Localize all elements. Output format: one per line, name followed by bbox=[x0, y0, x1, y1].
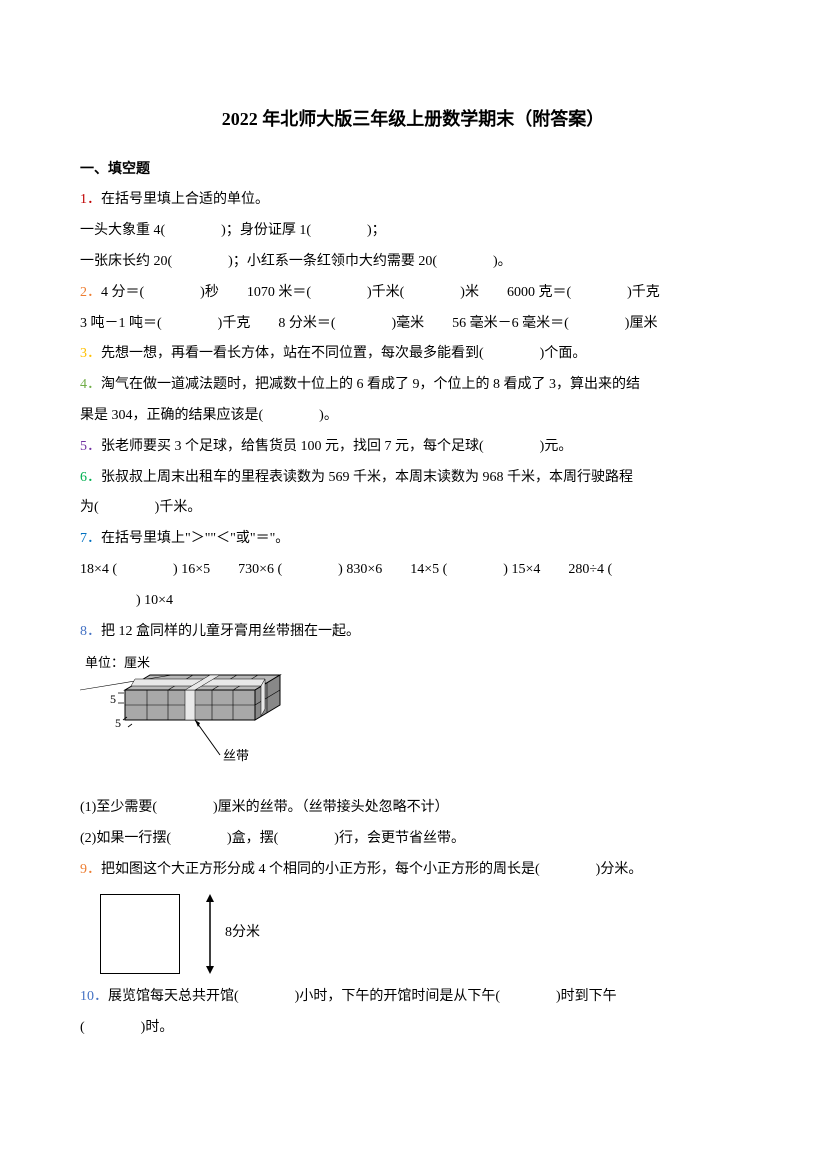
q8-sub2: (2)如果一行摆( )盒，摆( )行，会更节省丝带。 bbox=[80, 824, 746, 855]
question-2: 2．4 分＝( )秒 1070 米＝( )千米( )米 6000 克＝( )千克 bbox=[80, 278, 746, 309]
q10-number: 10． bbox=[80, 989, 108, 1004]
q8-sub1: (1)至少需要( )厘米的丝带。（丝带接头处忽略不计） bbox=[80, 793, 746, 824]
q10-text: 展览馆每天总共开馆( )小时，下午的开馆时间是从下午( )时到下午 bbox=[108, 989, 617, 1004]
q6-line2: 为( )千米。 bbox=[80, 493, 746, 524]
box-diagram: 单位：厘米 5 5 丝带 bbox=[80, 655, 746, 785]
q10-line2: ( )时。 bbox=[80, 1013, 746, 1044]
q6-text: 张叔叔上周末出租车的里程表读数为 569 千米，本周末读数为 968 千米，本周… bbox=[101, 470, 633, 485]
dimension-arrow bbox=[200, 894, 220, 974]
q7-number: 7． bbox=[80, 531, 101, 546]
question-6: 6．张叔叔上周末出租车的里程表读数为 569 千米，本周末读数为 968 千米，… bbox=[80, 463, 746, 494]
question-1: 1．在括号里填上合适的单位。 bbox=[80, 185, 746, 216]
q3-number: 3． bbox=[80, 346, 101, 361]
q8-number: 8． bbox=[80, 624, 101, 639]
q1-line3: 一张床长约 20( )；小红系一条红领巾大约需要 20( )。 bbox=[80, 247, 746, 278]
q2-line2: 3 吨－1 吨＝( )千克 8 分米＝( )毫米 56 毫米－6 毫米＝( )厘… bbox=[80, 309, 746, 340]
question-7: 7．在括号里填上"＞""＜"或"＝"。 bbox=[80, 524, 746, 555]
q7-line3: ) 10×4 bbox=[80, 586, 746, 617]
unit-label: 单位：厘米 bbox=[85, 655, 150, 670]
q2-text: 4 分＝( )秒 1070 米＝( )千米( )米 6000 克＝( )千克 bbox=[101, 285, 660, 300]
q4-number: 4． bbox=[80, 377, 101, 392]
question-9: 9．把如图这个大正方形分成 4 个相同的小正方形，每个小正方形的周长是( )分米… bbox=[80, 855, 746, 886]
q4-line2: 果是 304，正确的结果应该是( )。 bbox=[80, 401, 746, 432]
q4-text: 淘气在做一道减法题时，把减数十位上的 6 看成了 9，个位上的 8 看成了 3，… bbox=[101, 377, 640, 392]
box-svg: 单位：厘米 5 5 丝带 bbox=[80, 655, 300, 785]
question-4: 4．淘气在做一道减法题时，把减数十位上的 6 看成了 9，个位上的 8 看成了 … bbox=[80, 370, 746, 401]
square-dim-label: 8分米 bbox=[225, 918, 260, 949]
section-header: 一、填空题 bbox=[80, 155, 746, 186]
page-title: 2022 年北师大版三年级上册数学期末（附答案） bbox=[80, 100, 746, 140]
q7-line2: 18×4 ( ) 16×5 730×6 ( ) 830×6 14×5 ( ) 1… bbox=[80, 555, 746, 586]
q6-number: 6． bbox=[80, 470, 101, 485]
q9-text: 把如图这个大正方形分成 4 个相同的小正方形，每个小正方形的周长是( )分米。 bbox=[101, 862, 642, 877]
question-10: 10．展览馆每天总共开馆( )小时，下午的开馆时间是从下午( )时到下午 bbox=[80, 982, 746, 1013]
square-shape bbox=[100, 894, 180, 974]
question-3: 3．先想一想，再看一看长方体，站在不同位置，每次最多能看到( )个面。 bbox=[80, 339, 746, 370]
q1-text: 在括号里填上合适的单位。 bbox=[101, 192, 269, 207]
svg-text:5: 5 bbox=[115, 716, 121, 730]
q7-text: 在括号里填上"＞""＜"或"＝"。 bbox=[101, 531, 289, 546]
q9-number: 9． bbox=[80, 862, 101, 877]
q1-line2: 一头大象重 4( )；身份证厚 1( )； bbox=[80, 216, 746, 247]
question-8: 8．把 12 盒同样的儿童牙膏用丝带捆在一起。 bbox=[80, 617, 746, 648]
q8-text: 把 12 盒同样的儿童牙膏用丝带捆在一起。 bbox=[101, 624, 360, 639]
q5-number: 5． bbox=[80, 439, 101, 454]
q3-text: 先想一想，再看一看长方体，站在不同位置，每次最多能看到( )个面。 bbox=[101, 346, 586, 361]
question-5: 5．张老师要买 3 个足球，给售货员 100 元，找回 7 元，每个足球( )元… bbox=[80, 432, 746, 463]
svg-text:5: 5 bbox=[110, 692, 116, 706]
svg-text:丝带: 丝带 bbox=[223, 748, 249, 763]
q2-number: 2． bbox=[80, 285, 101, 300]
square-diagram: 8分米 bbox=[100, 894, 746, 974]
q5-text: 张老师要买 3 个足球，给售货员 100 元，找回 7 元，每个足球( )元。 bbox=[101, 439, 572, 454]
q1-number: 1． bbox=[80, 192, 101, 207]
